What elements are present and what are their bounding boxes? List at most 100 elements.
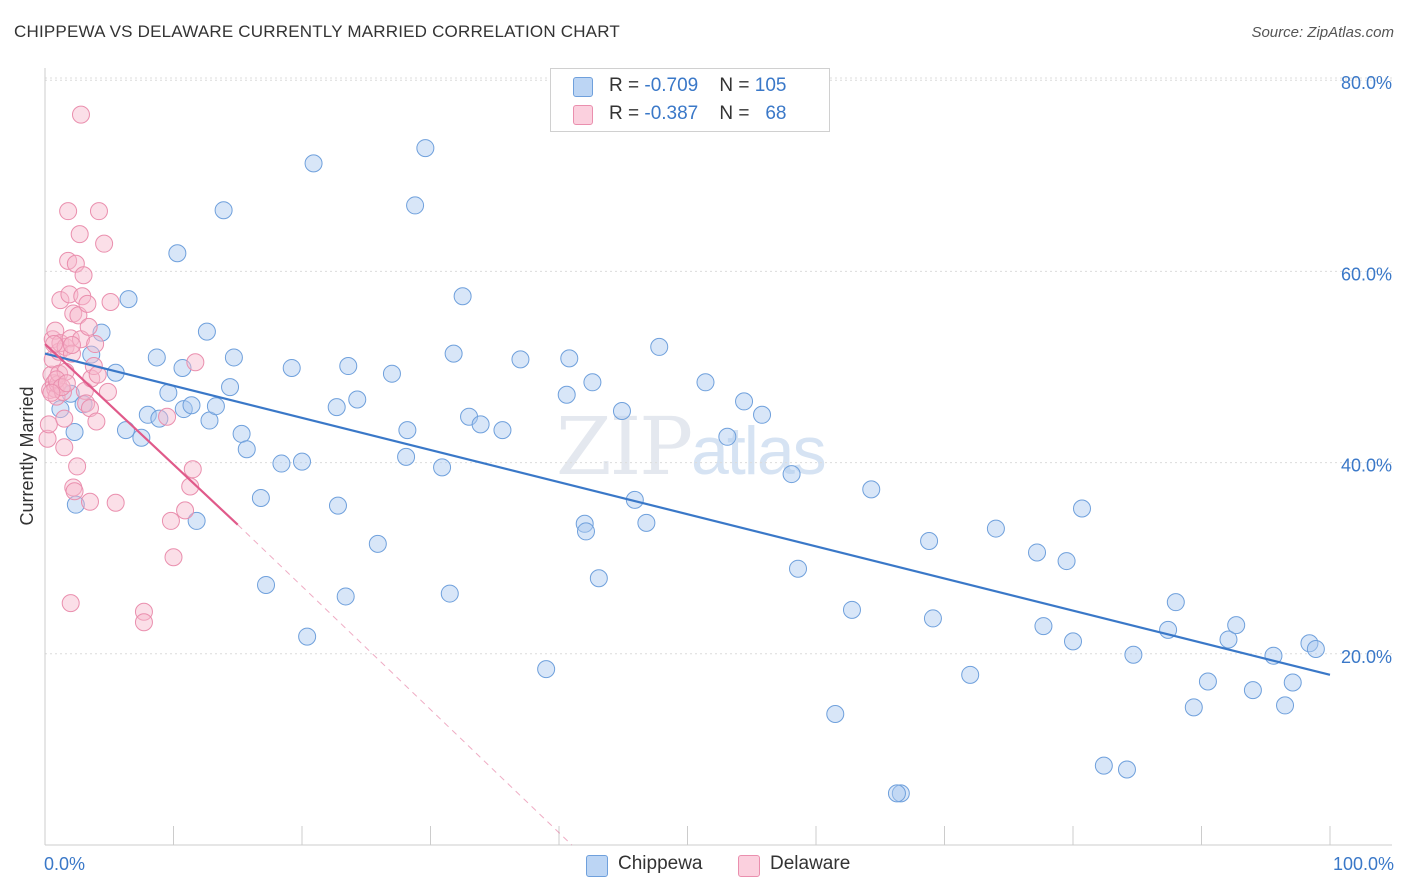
legend-text-delaware: R = -0.387 N = 68 <box>609 103 787 124</box>
point-chippewa-42 <box>397 447 416 466</box>
point-chippewa-51 <box>471 415 490 434</box>
point-chippewa-81 <box>1034 617 1053 636</box>
point-chippewa-11 <box>138 405 157 424</box>
point-chippewa-71 <box>826 705 845 724</box>
series-delaware <box>38 105 205 632</box>
point-delaware-17 <box>55 438 74 457</box>
point-chippewa-87 <box>1124 645 1143 664</box>
point-chippewa-72 <box>842 600 861 619</box>
point-chippewa-43 <box>398 421 417 440</box>
point-chippewa-12 <box>147 348 166 367</box>
point-chippewa-4 <box>82 345 101 364</box>
point-chippewa-41 <box>382 364 401 383</box>
y-tick-label-60: 60.0% <box>1341 264 1392 284</box>
point-delaware-67 <box>44 335 63 354</box>
point-chippewa-73 <box>862 480 881 499</box>
point-chippewa-65 <box>696 373 715 392</box>
point-delaware-55 <box>158 407 177 426</box>
point-chippewa-93 <box>1227 616 1246 635</box>
point-chippewa-37 <box>336 587 355 606</box>
point-chippewa-96 <box>1276 696 1295 715</box>
trend-line-delaware <box>44 343 239 526</box>
point-chippewa-25 <box>224 348 243 367</box>
trend-line-chippewa <box>44 352 1331 676</box>
point-chippewa-79 <box>986 519 1005 538</box>
point-chippewa-23 <box>214 201 233 220</box>
point-delaware-54 <box>134 613 153 632</box>
point-chippewa-24 <box>221 378 240 397</box>
point-chippewa-22 <box>206 397 225 416</box>
grid-lines <box>45 77 1392 655</box>
point-chippewa-55 <box>557 385 576 404</box>
point-chippewa-56 <box>560 349 579 368</box>
point-chippewa-13 <box>150 409 169 428</box>
legend: R = -0.709 N = 105 R = -0.387 N = 68 <box>550 68 830 132</box>
point-chippewa-44 <box>406 196 425 215</box>
point-chippewa-52 <box>493 421 512 440</box>
point-delaware-58 <box>176 501 195 520</box>
point-delaware-32 <box>70 225 89 244</box>
point-delaware-60 <box>183 460 202 479</box>
tick-labels: 20.0% 40.0% 60.0% 80.0% 0.0% 100.0% <box>44 73 1394 874</box>
trend-lines <box>44 343 1331 846</box>
bottom-legend-swatch-chippewa <box>586 855 608 877</box>
point-chippewa-69 <box>782 465 801 484</box>
point-chippewa-60 <box>589 569 608 588</box>
point-chippewa-86 <box>1117 760 1136 779</box>
bottom-legend-swatch-delaware <box>738 855 760 877</box>
point-delaware-46 <box>87 412 106 431</box>
point-chippewa-35 <box>327 398 346 417</box>
point-chippewa-64 <box>650 337 669 356</box>
point-delaware-48 <box>89 202 108 221</box>
watermark-zip: ZIP <box>556 400 693 493</box>
point-delaware-56 <box>161 511 180 530</box>
point-delaware-49 <box>95 234 114 253</box>
point-delaware-36 <box>74 266 93 285</box>
point-chippewa-85 <box>1094 756 1113 775</box>
y-tick-label-40: 40.0% <box>1341 456 1392 476</box>
point-chippewa-47 <box>440 584 459 603</box>
legend-swatch-delaware <box>573 105 593 125</box>
series-chippewa <box>51 139 1325 803</box>
point-chippewa-5 <box>66 495 85 514</box>
bottom-legend-label-chippewa: Chippewa <box>618 853 703 874</box>
point-chippewa-77 <box>923 609 942 628</box>
point-chippewa-48 <box>444 344 463 363</box>
point-chippewa-94 <box>1243 681 1262 700</box>
point-chippewa-49 <box>453 287 472 306</box>
point-delaware-28 <box>65 482 84 501</box>
point-chippewa-80 <box>1028 543 1047 562</box>
point-delaware-14 <box>51 291 70 310</box>
point-delaware-33 <box>71 105 90 124</box>
point-chippewa-67 <box>735 392 754 411</box>
point-delaware-40 <box>79 317 98 336</box>
point-chippewa-68 <box>753 405 772 424</box>
point-delaware-61 <box>186 353 205 372</box>
point-delaware-20 <box>59 202 78 221</box>
point-chippewa-10 <box>132 428 151 447</box>
point-chippewa-59 <box>583 373 602 392</box>
watermark-atlas: atlas <box>691 413 827 489</box>
x-tick-label-start: 0.0% <box>44 854 85 874</box>
point-chippewa-76 <box>920 531 939 550</box>
point-delaware-0 <box>38 429 57 448</box>
point-chippewa-63 <box>637 513 656 532</box>
point-delaware-16 <box>55 409 74 428</box>
point-chippewa-75 <box>887 784 906 803</box>
point-delaware-45 <box>86 335 105 354</box>
y-tick-label-20: 20.0% <box>1341 647 1392 667</box>
source-label: Source: ZipAtlas.com <box>1251 24 1394 41</box>
watermark: ZIPatlas <box>556 400 827 493</box>
y-tick-label-80: 80.0% <box>1341 73 1392 93</box>
point-chippewa-15 <box>168 244 187 263</box>
point-chippewa-38 <box>339 357 358 376</box>
point-chippewa-19 <box>187 511 206 530</box>
point-chippewa-84 <box>1072 499 1091 518</box>
legend-text-chippewa: R = -0.709 N = 105 <box>609 75 787 96</box>
point-chippewa-34 <box>304 154 323 173</box>
point-chippewa-36 <box>328 496 347 515</box>
point-delaware-24 <box>61 329 80 348</box>
point-chippewa-33 <box>298 627 317 646</box>
point-chippewa-27 <box>237 440 256 459</box>
